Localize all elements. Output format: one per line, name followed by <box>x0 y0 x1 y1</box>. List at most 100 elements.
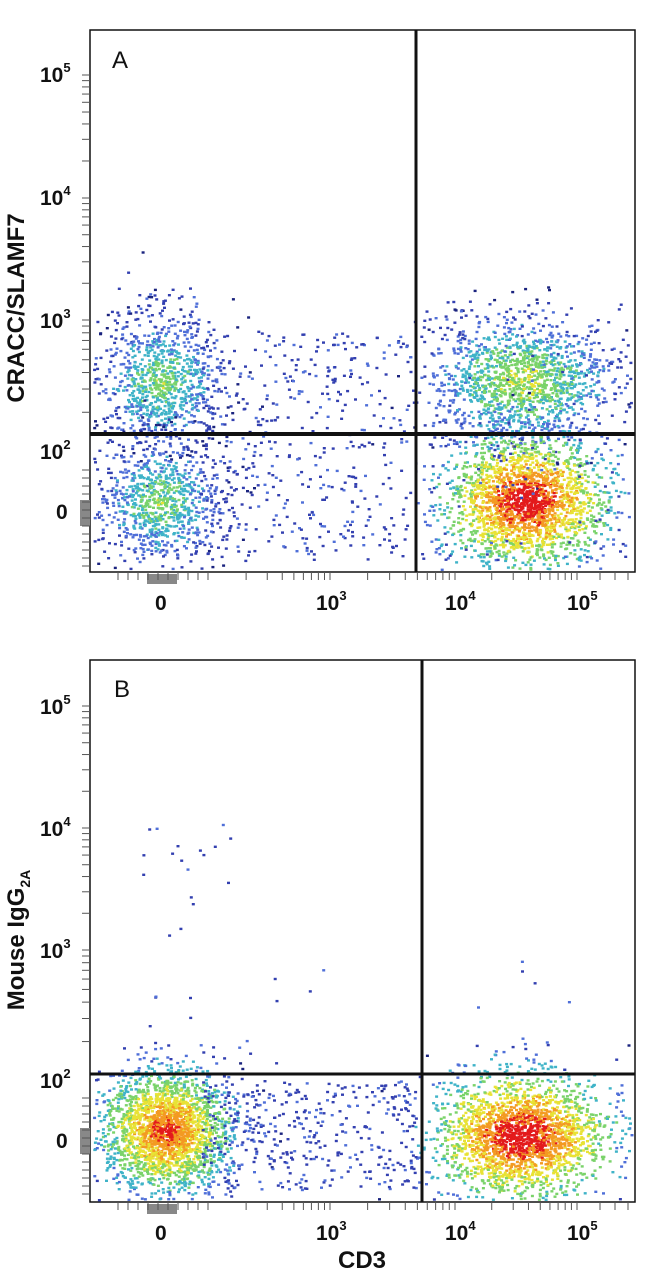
event-dot <box>190 398 194 401</box>
event-dot <box>196 409 200 412</box>
event-dot <box>528 491 532 495</box>
event-dot <box>186 387 190 390</box>
event-dot <box>479 553 483 556</box>
event-dot <box>459 495 463 498</box>
event-dot <box>484 491 488 494</box>
event-dot <box>531 385 535 388</box>
event-dot <box>187 341 191 344</box>
event-dot <box>602 545 606 548</box>
event-dot <box>555 381 559 384</box>
event-dot <box>565 508 569 511</box>
event-dot <box>157 482 161 485</box>
event-dot <box>195 461 199 464</box>
event-dot <box>546 341 550 344</box>
event-dot <box>546 435 550 439</box>
event-dot <box>162 382 166 385</box>
event-dot <box>176 334 180 338</box>
event-dot <box>579 516 583 520</box>
event-dot <box>173 428 177 431</box>
event-dot <box>151 473 155 476</box>
event-dot <box>104 388 108 391</box>
event-dot <box>530 429 534 433</box>
event-dot <box>119 349 123 353</box>
event-dot <box>138 522 142 526</box>
event-dot <box>531 515 535 518</box>
event-dot <box>547 422 551 426</box>
event-dot <box>573 371 577 375</box>
event-dot <box>527 378 531 381</box>
event-dot <box>493 346 497 349</box>
event-dot <box>149 415 153 418</box>
event-dot <box>141 373 145 377</box>
event-dot <box>578 512 582 515</box>
event-dot <box>119 372 123 375</box>
event-dot <box>441 419 445 422</box>
event-dot <box>206 456 210 459</box>
event-dot <box>134 435 138 439</box>
event-dot <box>526 475 530 479</box>
event-dot <box>450 389 454 393</box>
event-dot <box>592 372 596 375</box>
event-dot <box>166 497 170 500</box>
event-dot <box>458 392 462 395</box>
event-dot <box>191 499 195 502</box>
event-dot <box>556 554 560 558</box>
event-dot <box>550 325 554 328</box>
event-dot <box>136 365 140 368</box>
event-dot <box>530 387 534 391</box>
event-dot <box>134 378 138 381</box>
event-dot <box>483 523 486 527</box>
event-dot <box>537 519 541 522</box>
event-dot <box>179 397 183 400</box>
event-dot <box>462 411 466 415</box>
event-dot <box>480 343 483 346</box>
event-dot <box>154 357 158 360</box>
event-dot <box>120 379 124 383</box>
event-dot <box>572 334 576 338</box>
event-dot <box>509 307 513 311</box>
event-dot <box>531 480 535 483</box>
event-dot <box>593 358 597 361</box>
event-dot <box>402 508 406 511</box>
event-dot <box>190 501 194 505</box>
event-dot <box>484 358 488 361</box>
event-dot <box>162 369 165 372</box>
event-dot <box>207 321 211 324</box>
event-dot <box>479 378 483 382</box>
event-dot <box>217 387 221 391</box>
event-dot <box>119 554 123 557</box>
event-dot <box>157 544 161 547</box>
event-dot <box>587 497 590 500</box>
event-dot <box>627 515 631 519</box>
event-dot <box>561 521 565 524</box>
event-dot <box>416 502 420 505</box>
event-dot <box>161 540 164 543</box>
event-dot <box>599 567 603 570</box>
event-dot <box>469 362 473 366</box>
event-dot <box>483 540 487 543</box>
event-dot <box>141 396 144 399</box>
event-dot <box>595 396 599 399</box>
event-dot <box>170 424 174 427</box>
event-dot <box>558 374 562 377</box>
event-dot <box>104 391 108 395</box>
event-dot <box>93 368 97 372</box>
event-dot <box>617 386 621 389</box>
event-dot <box>170 458 174 461</box>
event-dot <box>480 488 484 491</box>
event-dot <box>180 513 184 517</box>
event-dot <box>455 485 459 488</box>
event-dot <box>509 533 512 536</box>
event-dot <box>157 543 161 546</box>
event-dot <box>138 488 142 491</box>
event-dot <box>140 498 144 502</box>
event-dot <box>174 395 178 398</box>
event-dot <box>541 539 544 543</box>
event-dot <box>530 330 534 334</box>
event-dot <box>133 344 137 347</box>
event-dot <box>480 362 484 366</box>
event-dot <box>133 335 136 338</box>
event-dot <box>485 473 489 477</box>
event-dot <box>553 417 557 420</box>
event-dot <box>607 501 611 504</box>
